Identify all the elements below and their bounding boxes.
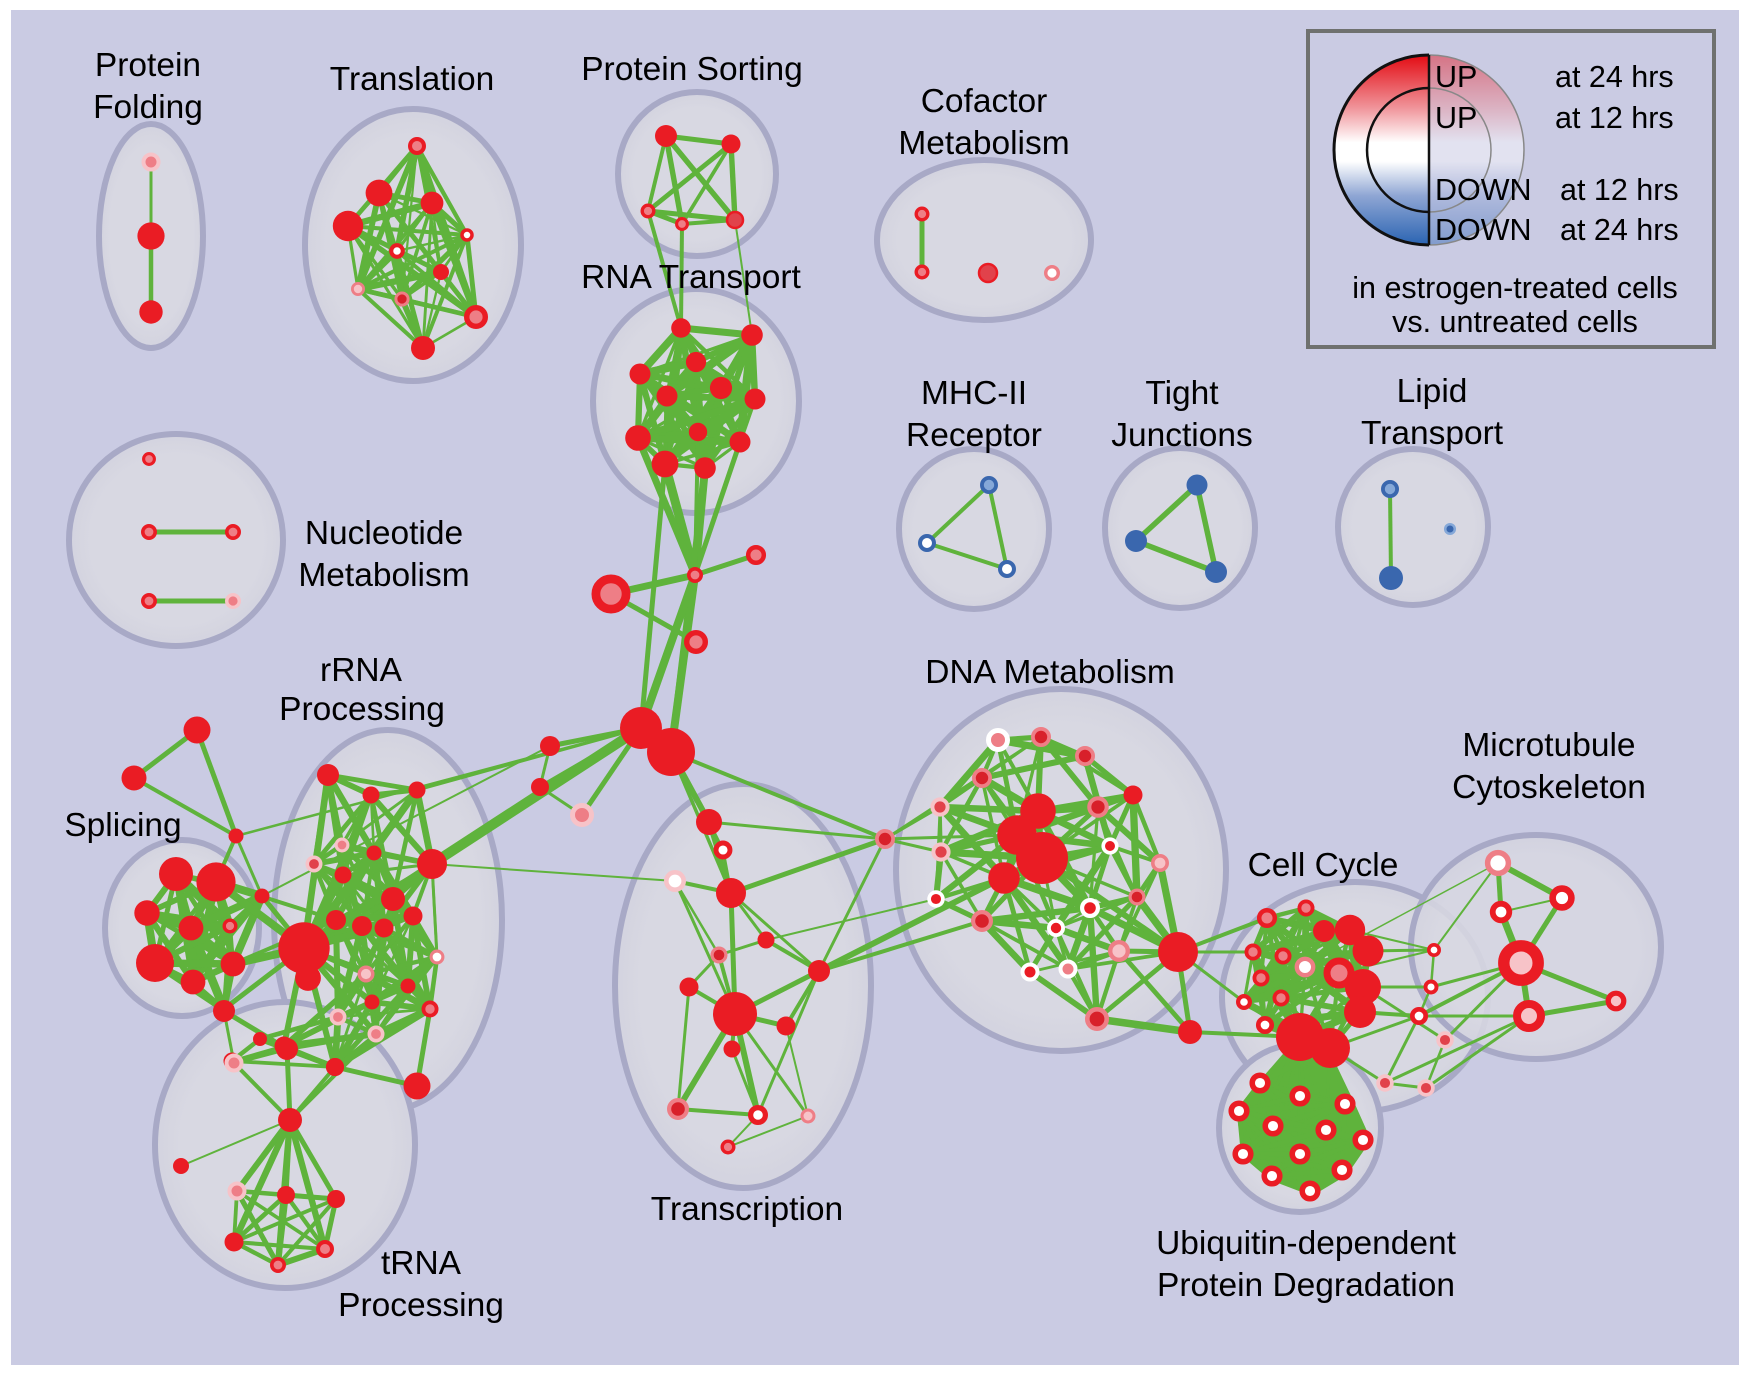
- svg-text:Transport: Transport: [1361, 415, 1504, 452]
- svg-text:Cytoskeleton: Cytoskeleton: [1452, 769, 1646, 806]
- svg-text:Protein Sorting: Protein Sorting: [581, 51, 803, 88]
- svg-text:at 12 hrs: at 12 hrs: [1560, 173, 1679, 207]
- svg-text:vs. untreated cells: vs. untreated cells: [1392, 305, 1638, 339]
- svg-text:DOWN: DOWN: [1435, 173, 1532, 207]
- svg-text:Folding: Folding: [93, 89, 203, 126]
- svg-text:UP: UP: [1435, 60, 1477, 94]
- svg-text:Translation: Translation: [330, 61, 494, 98]
- svg-text:tRNA: tRNA: [381, 1245, 462, 1282]
- svg-text:MHC-II: MHC-II: [921, 375, 1027, 412]
- svg-text:rRNA: rRNA: [320, 652, 403, 689]
- svg-text:Splicing: Splicing: [64, 807, 181, 844]
- svg-text:in estrogen-treated cells: in estrogen-treated cells: [1352, 271, 1678, 305]
- svg-text:Cell Cycle: Cell Cycle: [1248, 847, 1399, 884]
- svg-text:DNA Metabolism: DNA Metabolism: [925, 654, 1174, 691]
- svg-text:Protein Degradation: Protein Degradation: [1157, 1267, 1455, 1304]
- svg-text:Metabolism: Metabolism: [298, 557, 469, 594]
- svg-text:Processing: Processing: [338, 1287, 504, 1324]
- svg-text:RNA Transport: RNA Transport: [581, 259, 801, 296]
- svg-text:Receptor: Receptor: [906, 417, 1042, 454]
- svg-text:UP: UP: [1435, 101, 1477, 135]
- svg-text:Cofactor: Cofactor: [921, 83, 1048, 120]
- svg-text:Lipid: Lipid: [1397, 373, 1468, 410]
- svg-text:DOWN: DOWN: [1435, 213, 1532, 247]
- svg-text:Tight: Tight: [1145, 375, 1219, 412]
- svg-text:at 24 hrs: at 24 hrs: [1555, 60, 1674, 94]
- svg-text:Ubiquitin-dependent: Ubiquitin-dependent: [1156, 1225, 1457, 1262]
- svg-text:Junctions: Junctions: [1111, 417, 1253, 454]
- svg-text:Microtubule: Microtubule: [1462, 727, 1635, 764]
- svg-text:Transcription: Transcription: [651, 1191, 843, 1228]
- svg-text:at 12 hrs: at 12 hrs: [1555, 101, 1674, 135]
- svg-text:Nucleotide: Nucleotide: [305, 515, 463, 552]
- svg-text:Protein: Protein: [95, 47, 201, 84]
- svg-text:Processing: Processing: [279, 691, 445, 728]
- svg-text:at 24 hrs: at 24 hrs: [1560, 213, 1679, 247]
- svg-text:Metabolism: Metabolism: [898, 125, 1069, 162]
